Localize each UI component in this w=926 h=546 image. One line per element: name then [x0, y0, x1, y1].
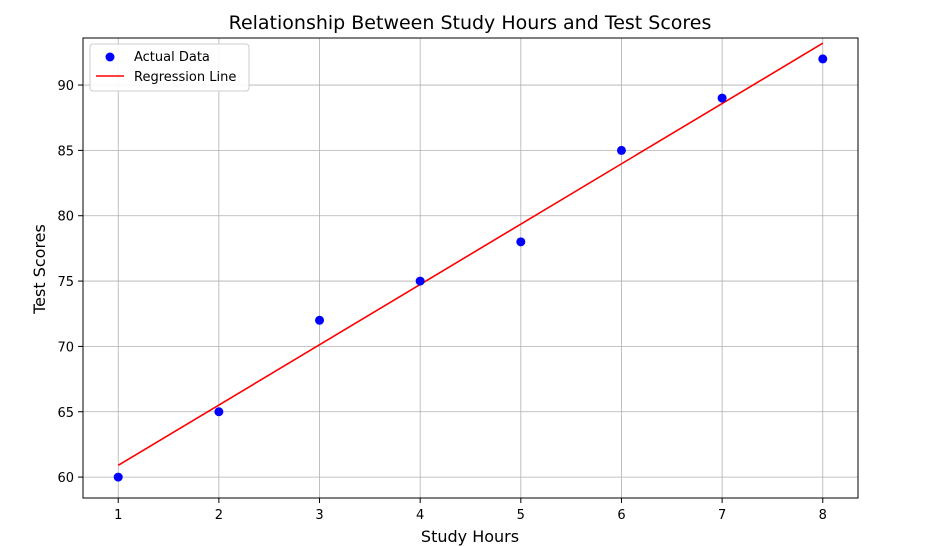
- x-tick-label: 8: [819, 508, 827, 523]
- x-tick-label: 5: [517, 508, 525, 523]
- legend-label-regression-line: Regression Line: [134, 70, 236, 85]
- legend-label-actual-data: Actual Data: [134, 50, 210, 65]
- data-point: [315, 315, 325, 325]
- x-tick-label: 6: [617, 508, 625, 523]
- y-tick-label: 60: [57, 471, 74, 486]
- y-tick-label: 65: [57, 406, 74, 421]
- x-axis-title: Study Hours: [421, 527, 519, 546]
- data-point: [516, 237, 526, 247]
- y-axis-ticks: 60 65 70 75 80 85 90: [57, 79, 83, 486]
- x-tick-label: 2: [215, 508, 223, 523]
- data-point: [415, 276, 425, 286]
- y-tick-label: 70: [57, 340, 74, 355]
- legend-marker-actual-data: [105, 52, 115, 62]
- data-point: [717, 93, 727, 103]
- x-tick-label: 7: [718, 508, 726, 523]
- legend: Actual Data Regression Line: [89, 43, 250, 92]
- regression-line-layer: [117, 42, 824, 467]
- y-axis-title: Test Scores: [30, 224, 49, 315]
- x-tick-label: 1: [114, 508, 122, 523]
- legend-box: [89, 43, 250, 92]
- data-point: [616, 145, 626, 155]
- data-points: [113, 54, 828, 482]
- data-point: [214, 407, 224, 417]
- chart-title: Relationship Between Study Hours and Tes…: [229, 12, 712, 34]
- x-axis-ticks: 1 2 3 4 5 6 7 8: [114, 498, 827, 523]
- regression-line: [117, 42, 824, 467]
- plot-area-frame: [82, 37, 859, 499]
- y-tick-label: 80: [57, 210, 74, 225]
- y-tick-label: 85: [57, 144, 74, 159]
- y-tick-label: 90: [57, 79, 74, 94]
- data-point: [113, 472, 123, 482]
- x-tick-label: 4: [416, 508, 424, 523]
- x-tick-label: 3: [315, 508, 323, 523]
- y-tick-label: 75: [57, 275, 74, 290]
- grid: [83, 38, 858, 498]
- data-point: [818, 54, 828, 64]
